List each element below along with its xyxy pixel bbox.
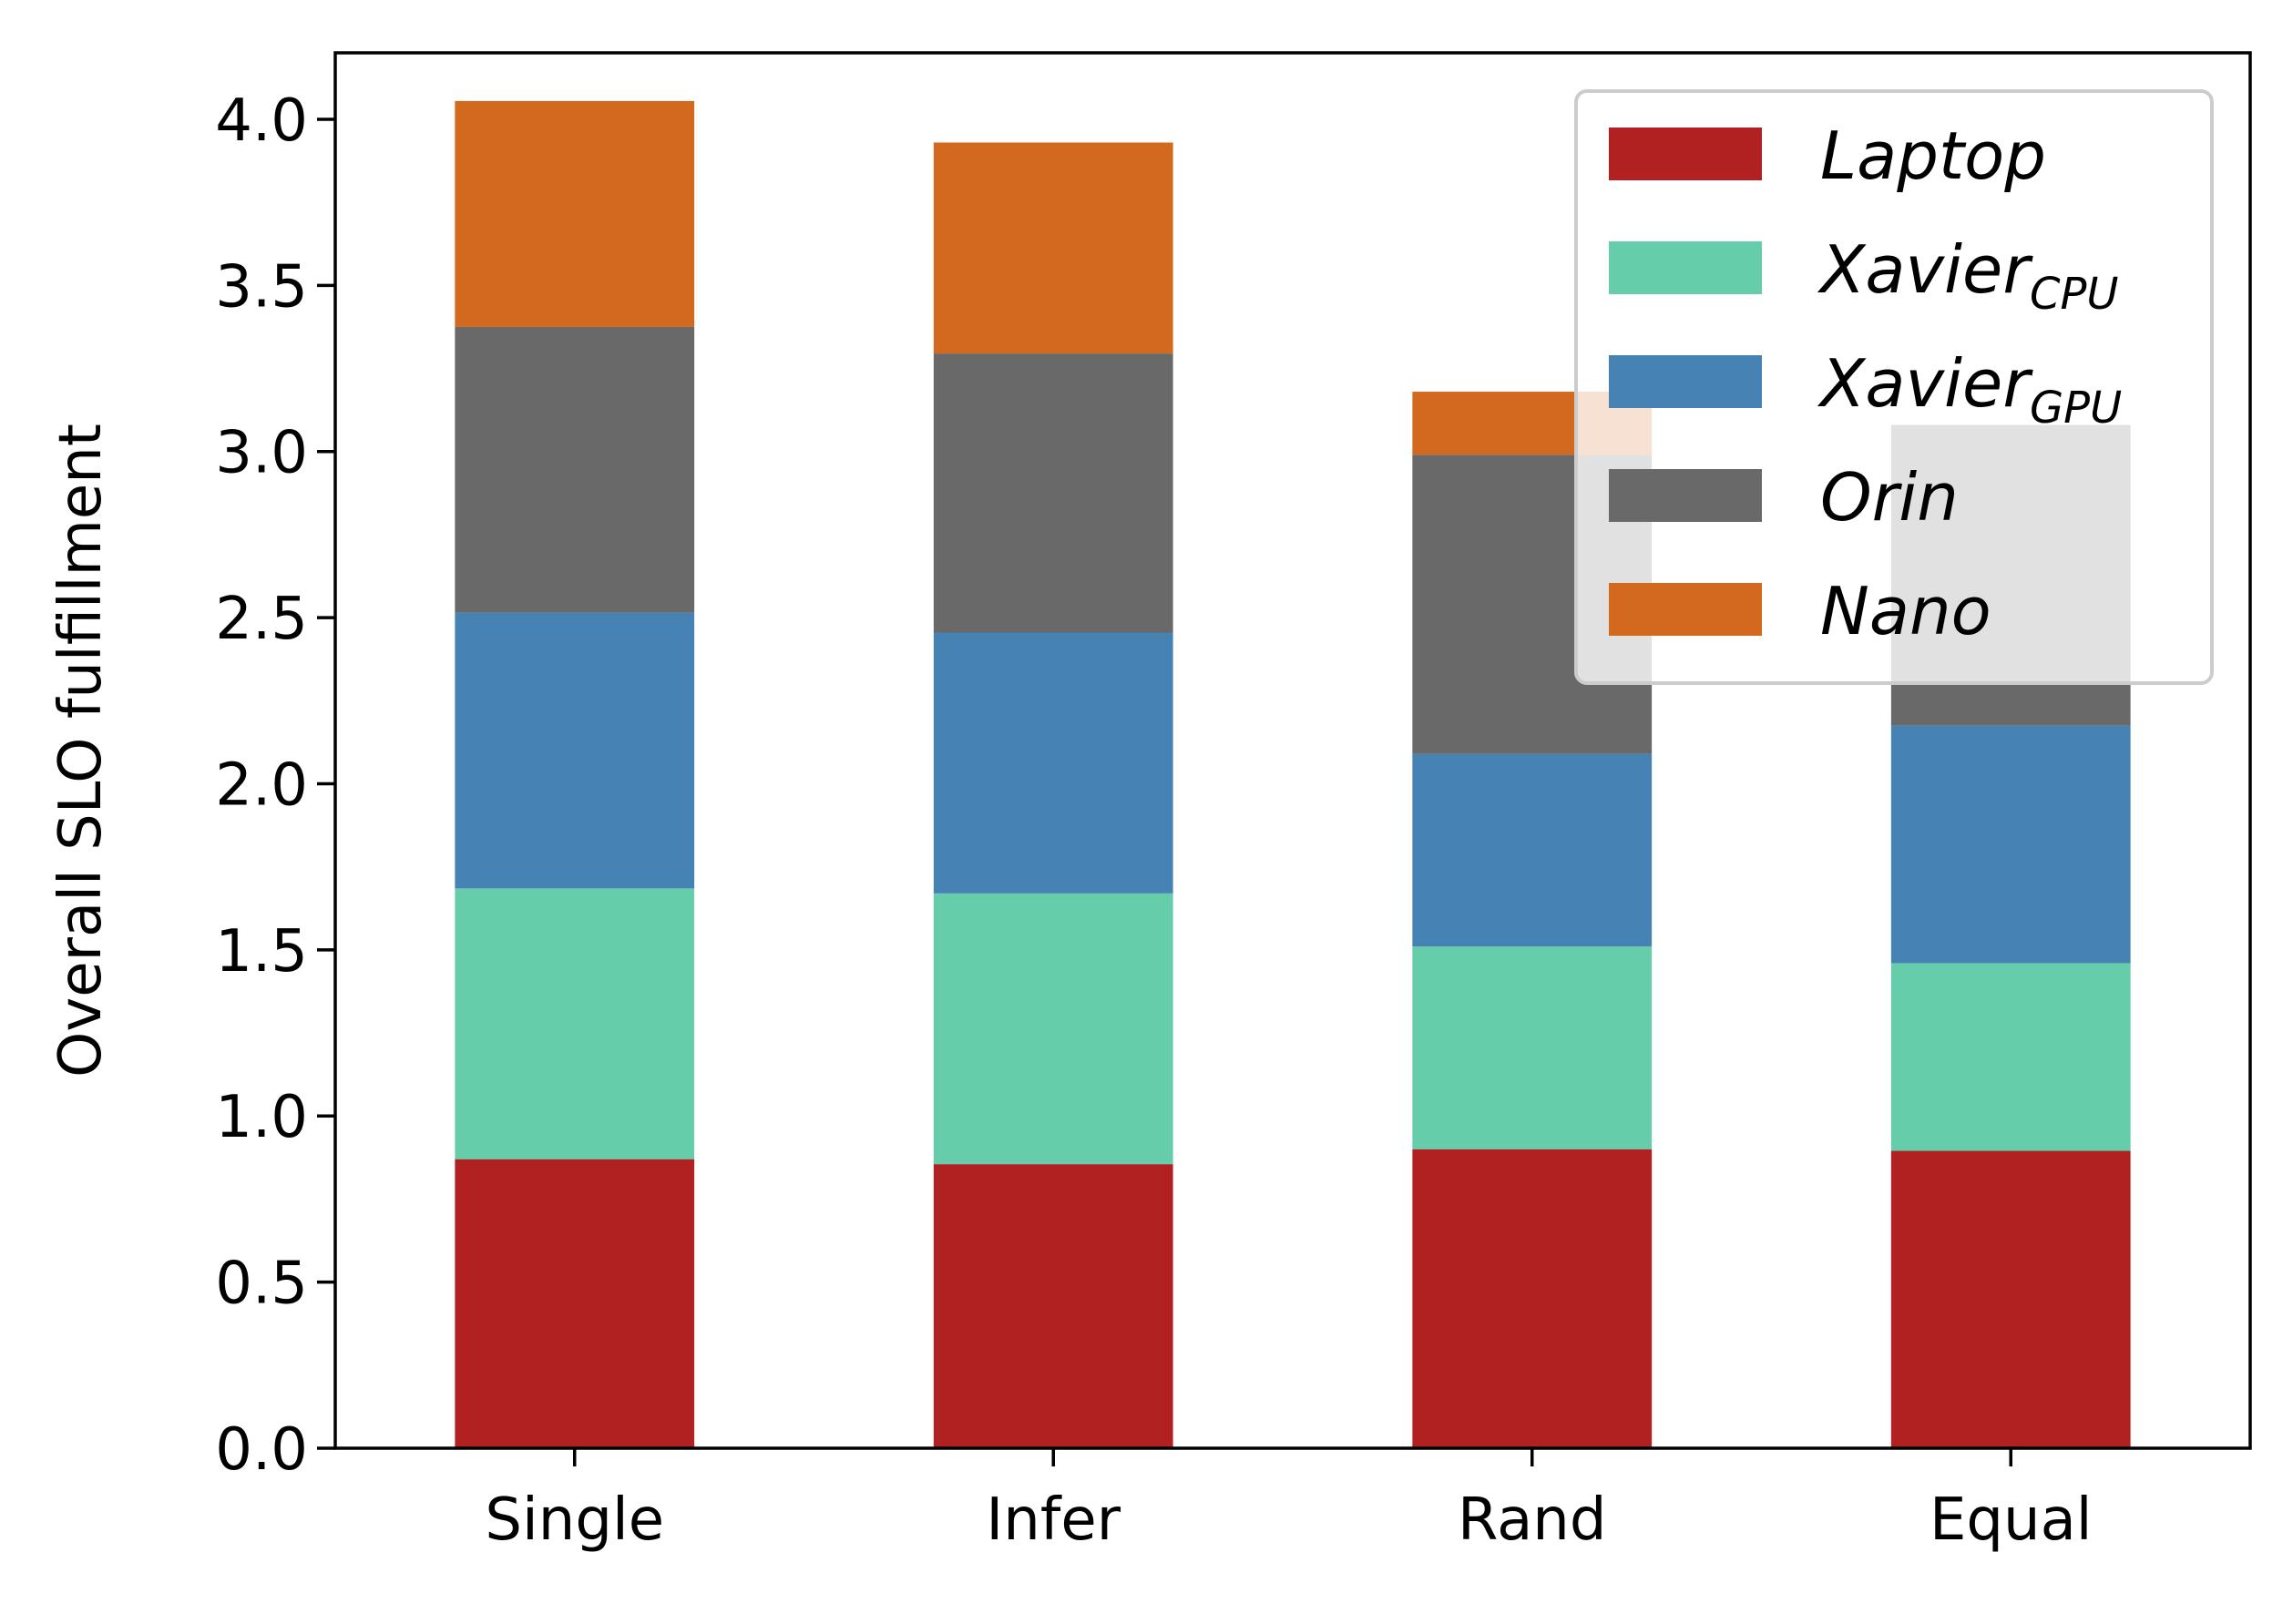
x-tick-label-single: Single	[485, 1486, 664, 1554]
legend-label-laptop: Laptop	[1820, 117, 2046, 194]
bar-single-orin	[455, 326, 695, 613]
y-tick-label: 3.0	[215, 420, 308, 487]
y-tick-label: 1.0	[215, 1084, 308, 1151]
legend-label-orin: Orin	[1820, 459, 1959, 536]
bar-rand-laptop	[1412, 1149, 1653, 1448]
bar-equal-xavier-gpu	[1890, 725, 2131, 964]
bar-rand-xavier-cpu	[1412, 946, 1653, 1149]
legend-swatch-xavier-gpu	[1609, 355, 1762, 408]
legend-box	[1574, 89, 2214, 685]
x-tick-label-infer: Infer	[986, 1486, 1121, 1554]
y-tick-label: 2.0	[215, 751, 308, 819]
y-tick-label: 0.0	[215, 1416, 308, 1484]
bar-single-nano	[455, 100, 695, 327]
legend-swatch-nano	[1609, 583, 1762, 636]
legend-label-nano: Nano	[1820, 573, 1991, 649]
bar-infer-xavier-gpu	[933, 632, 1173, 894]
bar-infer-xavier-cpu	[933, 893, 1173, 1165]
x-tick-label-equal: Equal	[1930, 1486, 2093, 1554]
bar-single-xavier-cpu	[455, 888, 695, 1159]
bar-single-xavier-gpu	[455, 612, 695, 889]
bar-infer-orin	[933, 353, 1173, 633]
y-axis: 0.0 0.5 1.0 1.5 2.0 2.5 3.0 3.5 4.0	[215, 87, 335, 1484]
bar-infer-nano	[933, 142, 1173, 354]
y-tick-label: 2.5	[215, 586, 308, 653]
plot-frame	[333, 51, 2252, 1450]
bar-rand-xavier-gpu	[1412, 753, 1653, 947]
bars-layer	[455, 100, 2131, 1448]
y-axis-label: Overall SLO fulfillment	[47, 424, 115, 1078]
legend-swatch-laptop	[1609, 128, 1762, 180]
y-tick-label: 0.5	[215, 1251, 308, 1318]
y-tick-label: 1.5	[215, 918, 308, 986]
x-tick-label-rand: Rand	[1458, 1486, 1606, 1554]
legend-swatch-orin	[1609, 469, 1762, 522]
legend-swatch-xavier-cpu	[1609, 241, 1762, 294]
x-axis: Single Infer Rand Equal	[485, 1448, 2093, 1554]
bar-single-laptop	[455, 1159, 695, 1448]
bar-equal-xavier-cpu	[1890, 963, 2131, 1151]
bar-infer-laptop	[933, 1164, 1173, 1448]
bar-equal-laptop	[1890, 1150, 2131, 1448]
y-tick-label: 3.5	[215, 253, 308, 321]
y-tick-label: 4.0	[215, 87, 308, 155]
